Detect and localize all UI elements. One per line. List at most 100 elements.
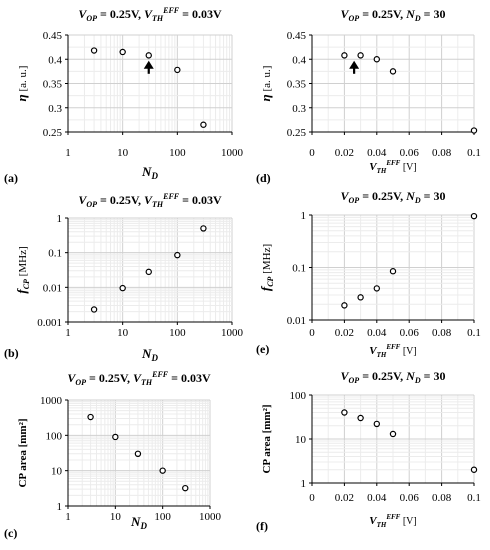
data-point: [182, 484, 189, 492]
data-point: [341, 52, 348, 59]
data-point: [119, 48, 126, 56]
data-point: [389, 68, 397, 75]
data-point: [119, 284, 126, 292]
x-axis-label: ND: [141, 346, 158, 363]
x-tick-label: 1000: [199, 511, 222, 523]
chart-title: VOP = 0.25V, ND = 30: [341, 369, 446, 385]
chart-panel-d: 0 0.02 0.04 0.06 0.08 0.1 0.25 0.3 0.35 0.4 0.45 VO…: [256, 7, 481, 185]
x-tick-label: 0: [309, 327, 315, 339]
x-tick-label: 0.1: [467, 327, 481, 339]
data-point: [357, 52, 364, 59]
x-tick-label: 10: [117, 327, 129, 339]
x-tick-label: 10: [110, 511, 122, 523]
data-point: [90, 47, 98, 54]
y-tick-label: 0.35: [43, 79, 63, 91]
chart-panel-c: 1 10 100 1000 1 10 100 1000 VOP = 0.25V, VTHEFF …: [4, 370, 222, 540]
y-tick-label: 1: [301, 210, 307, 222]
x-tick-label: 0.06: [400, 147, 420, 159]
y-axis-label: fCP [MHz]: [14, 246, 31, 293]
chart-title: VOP = 0.25V, VTHEFF = 0.03V: [78, 192, 222, 209]
x-tick-label: 100: [154, 511, 171, 523]
x-tick-label: 0.02: [335, 327, 354, 339]
chart-panel-a: 1 10 100 1000 0.25 0.3 0.35 0.4 0.45 VOP = 0.25V,…: [4, 6, 244, 185]
data-point: [159, 467, 166, 474]
y-tick-label: 0.3: [48, 103, 62, 115]
chart-title: VOP = 0.25V, ND = 30: [341, 7, 446, 23]
chart-title: VOP = 0.25V, ND = 30: [341, 189, 446, 205]
x-axis-label: VTHEFF [V]: [369, 159, 416, 175]
grid: [311, 394, 475, 484]
panel-label: (d): [256, 171, 271, 185]
x-tick-label: 0.1: [467, 492, 481, 504]
y-axis-label: η [a. u.]: [14, 66, 29, 102]
panel-label: (b): [4, 346, 19, 360]
arrow-head: [143, 60, 154, 69]
x-tick-label: 0.08: [432, 147, 452, 159]
y-tick-label: 0.45: [287, 30, 307, 42]
y-tick-label: 100: [46, 430, 63, 442]
x-axis-label: ND: [141, 164, 158, 181]
chart-panel-f: 0 0.02 0.04 0.06 0.08 0.1 1 10 100 VOP = 0.25V, N…: [256, 369, 481, 533]
x-tick-label: 0: [309, 492, 315, 504]
x-tick-label: 0.08: [432, 492, 452, 504]
x-tick-label: 0.06: [400, 492, 420, 504]
x-tick-label: 0.04: [367, 327, 387, 339]
data-point: [174, 66, 181, 74]
x-axis-label: ND: [130, 514, 147, 531]
arrow-annotation: [143, 60, 154, 74]
x-tick-label: 10: [117, 147, 129, 159]
y-tick-label: 0.35: [287, 79, 307, 91]
chart-title: VOP = 0.25V, VTHEFF = 0.03V: [78, 6, 222, 23]
x-tick-label: 0.06: [400, 327, 420, 339]
grid: [311, 34, 475, 133]
y-tick-label: 0.45: [43, 30, 63, 42]
y-tick-label: 0.01: [287, 315, 306, 327]
x-tick-label: 1: [65, 327, 71, 339]
y-axis-label: CP area [mm²]: [261, 404, 273, 473]
x-tick-label: 1: [65, 511, 71, 523]
x-tick-label: 0.04: [367, 492, 387, 504]
y-axis-label: fCP [MHz]: [258, 244, 275, 291]
data-point: [87, 413, 94, 421]
y-tick-label: 0.4: [48, 54, 62, 66]
panel-label: (f): [256, 519, 268, 533]
arrow-head: [349, 60, 360, 69]
data-point: [357, 294, 364, 301]
y-tick-label: 100: [290, 390, 307, 402]
x-tick-label: 1000: [221, 147, 244, 159]
data-point: [357, 414, 364, 422]
data-point: [389, 430, 397, 438]
x-tick-label: 0.02: [335, 147, 354, 159]
arrow-annotation: [349, 60, 360, 74]
data-point: [174, 251, 181, 259]
x-tick-label: 0.08: [432, 327, 452, 339]
y-tick-label: 0.01: [43, 282, 62, 294]
data-point: [470, 212, 478, 220]
data-point: [90, 306, 98, 313]
data-point: [145, 268, 152, 276]
chart-panel-b: 1 10 100 1000 0.001 0.01 0.1 1 VOP = 0.25V, VTHE…: [4, 192, 244, 363]
data-point: [373, 56, 380, 63]
data-point: [341, 302, 348, 309]
data-point: [470, 127, 478, 134]
x-tick-label: 1000: [221, 327, 244, 339]
x-axis-label: VTHEFF [V]: [369, 513, 416, 529]
y-tick-label: 1: [57, 501, 63, 513]
panel-label: (a): [4, 171, 18, 185]
data-point: [145, 52, 152, 59]
data-point: [389, 268, 397, 275]
panel-label: (e): [256, 342, 269, 356]
grid: [67, 399, 211, 507]
y-tick-label: 1: [301, 478, 307, 490]
y-tick-label: 0.1: [48, 248, 62, 260]
y-tick-label: 0.25: [287, 127, 307, 139]
data-point: [112, 433, 119, 441]
x-tick-label: 0: [309, 147, 315, 159]
y-tick-label: 0.4: [292, 54, 306, 66]
data-point: [373, 285, 380, 292]
x-tick-label: 0.1: [467, 147, 481, 159]
chart-panel-e: 0 0.02 0.04 0.06 0.08 0.1 0.01 0.1 1 VOP = 0.25V,…: [256, 189, 481, 359]
data-point: [200, 225, 207, 232]
panel-label: (c): [4, 526, 17, 540]
